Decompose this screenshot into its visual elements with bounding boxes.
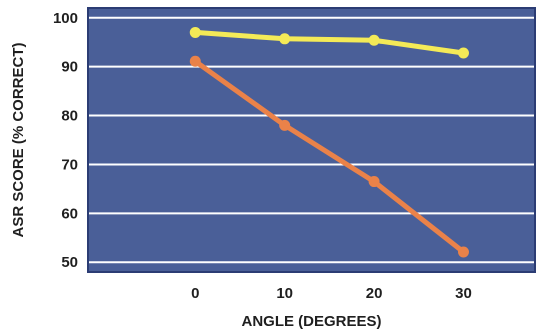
plot-border	[87, 7, 536, 273]
gridlines	[88, 16, 535, 264]
data-point	[457, 47, 469, 59]
y-tick-label: 80	[61, 108, 78, 125]
data-point	[189, 26, 201, 38]
y-tick-label: 70	[61, 156, 78, 173]
y-tick-label: 50	[61, 254, 78, 271]
y-tick-label: 90	[61, 59, 78, 76]
data-point	[368, 34, 380, 46]
y-tick-label: 100	[53, 10, 78, 27]
series-1	[189, 26, 469, 59]
data-point	[279, 119, 291, 131]
x-tick-label: 0	[191, 285, 199, 302]
y-axis-title: ASR SCORE (% CORRECT)	[10, 42, 27, 237]
data-point	[279, 33, 291, 45]
x-tick-label: 20	[366, 285, 383, 302]
series-layer	[189, 26, 469, 258]
series-line	[192, 29, 466, 56]
data-point	[189, 55, 201, 67]
x-axis-ticks: 0 10 20 30	[191, 285, 472, 302]
y-axis-ticks: 50 60 70 80 90 100	[53, 10, 78, 271]
y-tick-label: 60	[61, 205, 78, 222]
series-2	[189, 55, 469, 258]
series-line	[192, 58, 466, 255]
x-tick-label: 30	[455, 285, 472, 302]
data-point	[368, 176, 380, 188]
data-point	[457, 246, 469, 258]
x-axis-title: ANGLE (DEGREES)	[241, 313, 381, 330]
x-tick-label: 10	[276, 285, 293, 302]
